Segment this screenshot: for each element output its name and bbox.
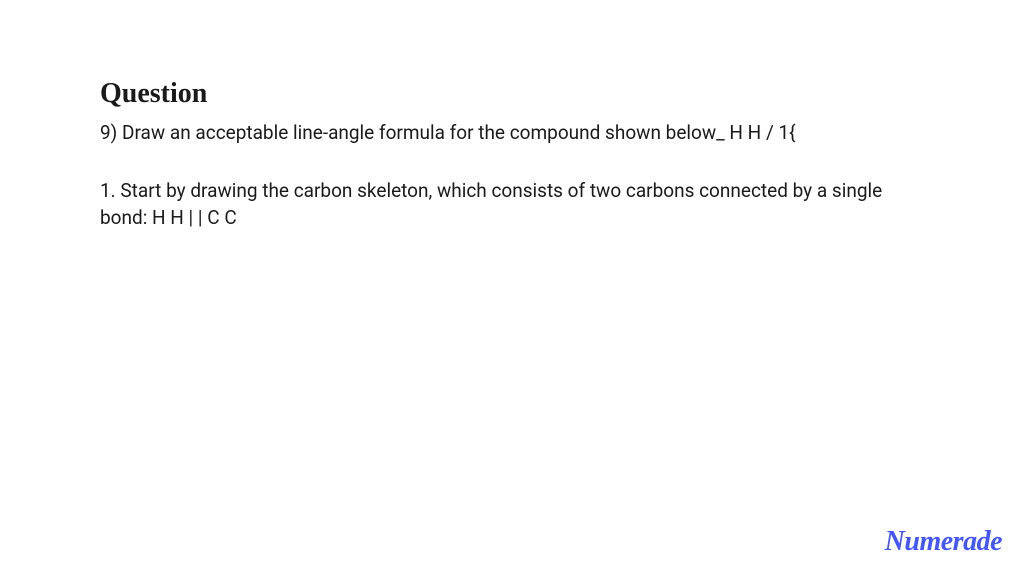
brand-logo: Numerade	[885, 526, 1002, 558]
question-body: 9) Draw an acceptable line-angle formula…	[100, 120, 924, 147]
question-heading: Question	[100, 78, 924, 110]
content-container: Question 9) Draw an acceptable line-angl…	[0, 0, 1024, 232]
answer-step: 1. Start by drawing the carbon skeleton,…	[100, 177, 924, 232]
